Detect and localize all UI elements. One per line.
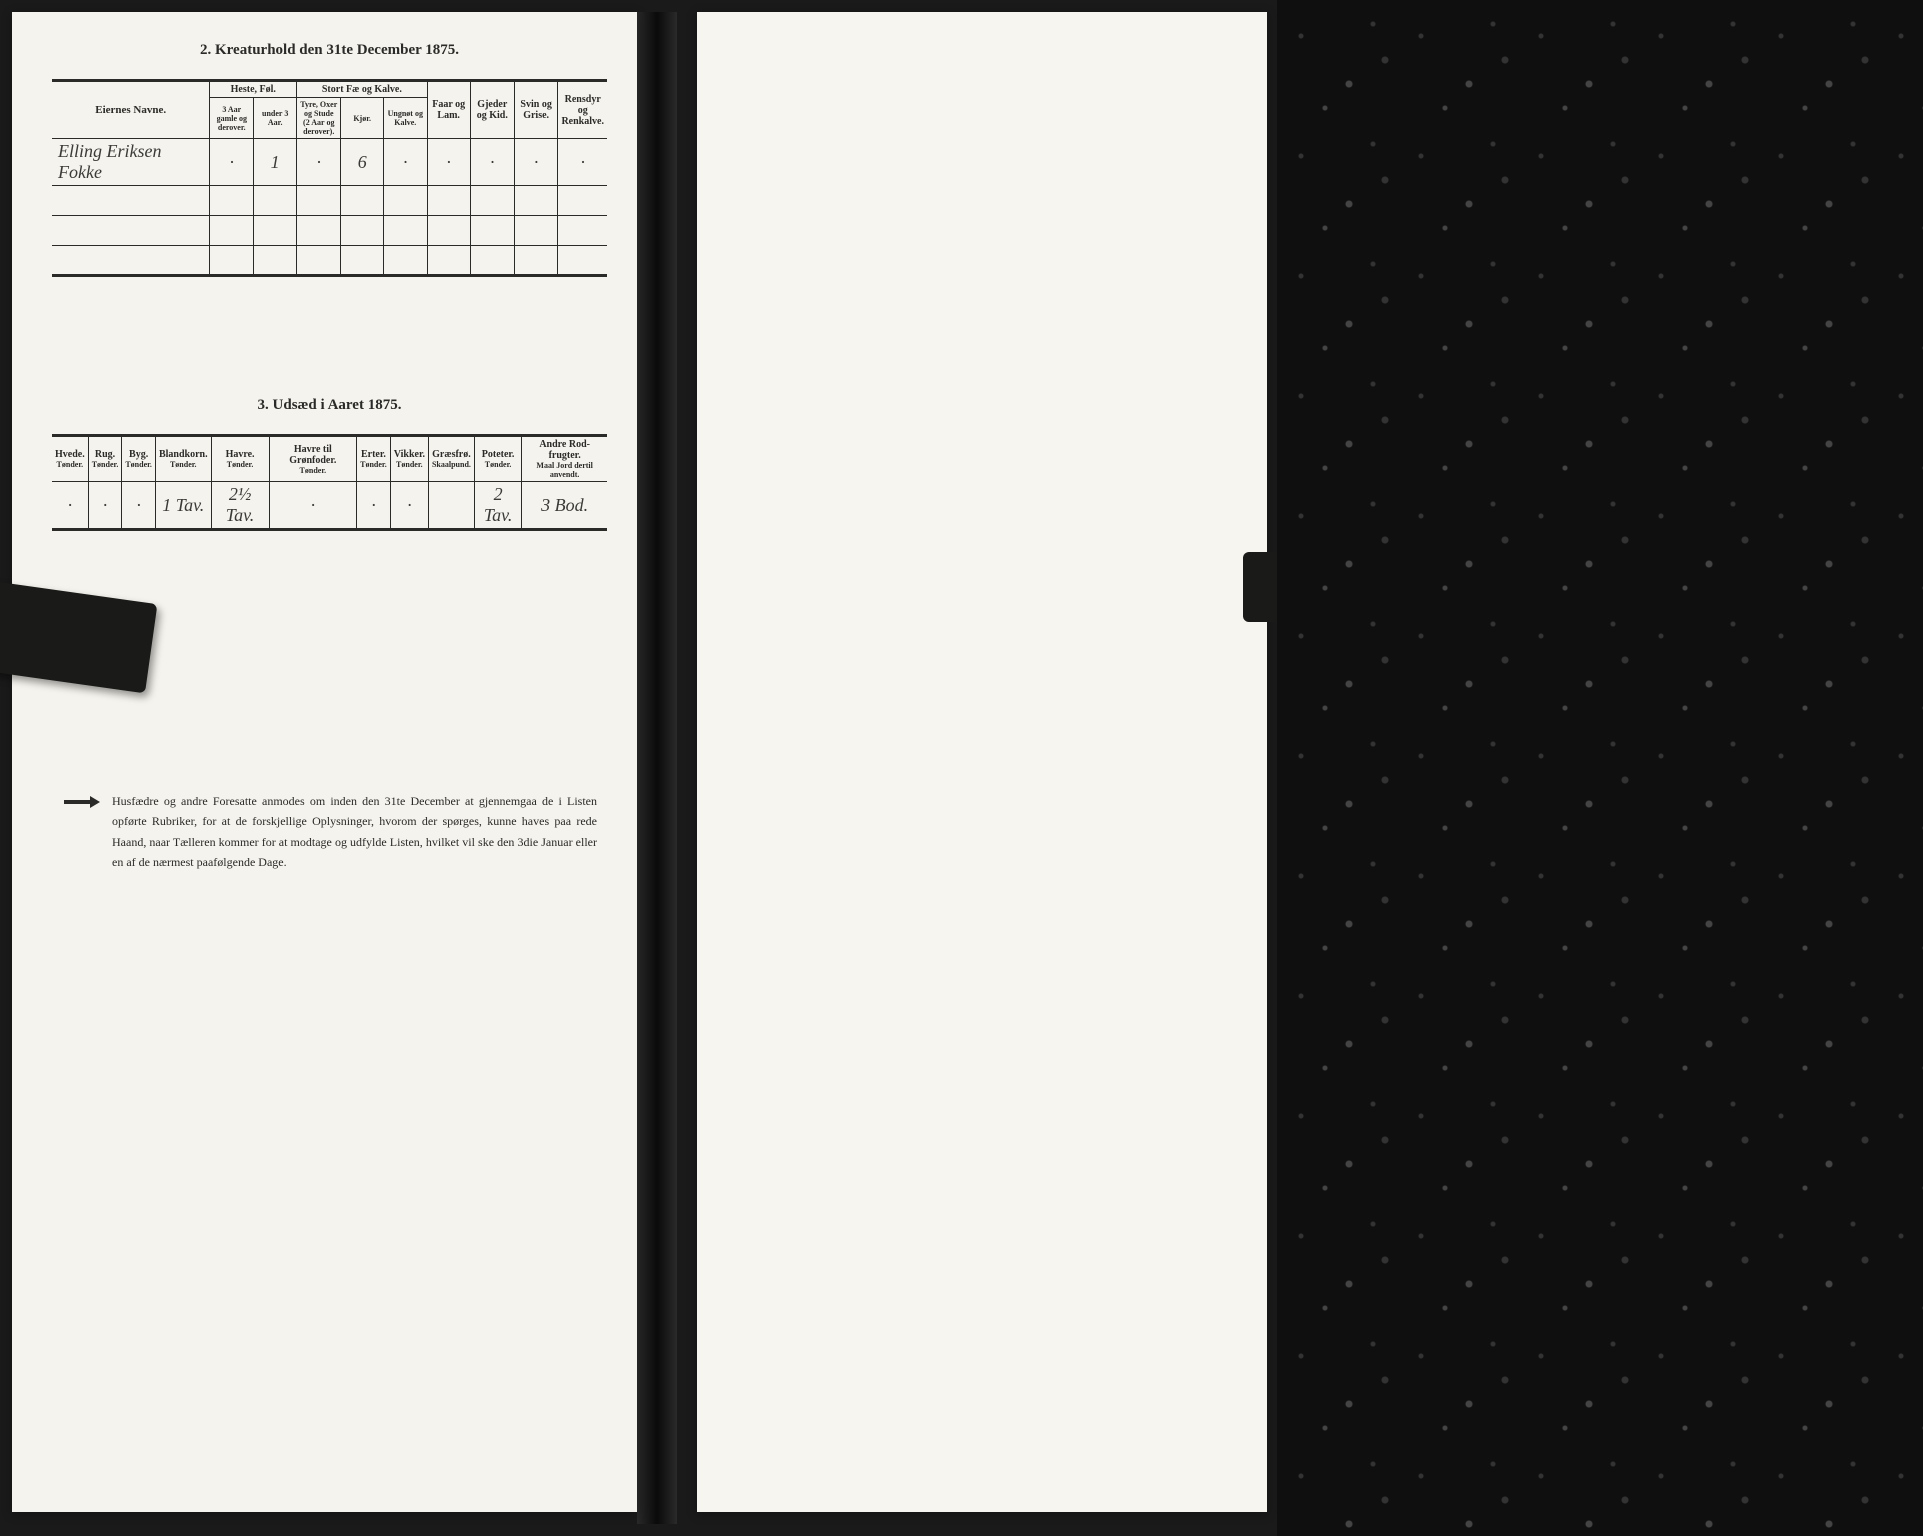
col-sf-sub3: Ungnøt og Kalve. xyxy=(387,109,424,127)
cell-faar: · xyxy=(427,139,470,186)
footnote-text: Husfædre og andre Foresatte anmodes om i… xyxy=(112,794,597,869)
col-hvede: Hvede.Tønder. xyxy=(52,436,88,482)
col-svin: Svin og Grise. xyxy=(514,81,558,139)
col-poteter: Poteter.Tønder. xyxy=(474,436,521,482)
book-edge xyxy=(1277,0,1923,1536)
edge-texture xyxy=(1277,0,1923,1536)
col-storfae: Stort Fæ og Kalve. xyxy=(297,81,427,98)
col-heste-sub2: under 3 Aar. xyxy=(257,109,293,127)
cell-gjeder: · xyxy=(470,139,514,186)
col-sf-sub1: Tyre, Oxer og Stude (2 Aar og derover). xyxy=(300,100,337,136)
cell-erter: · xyxy=(357,482,391,530)
col-rug: Rug.Tønder. xyxy=(88,436,122,482)
table-row: Elling Eriksen Fokke · 1 · 6 · · · · · xyxy=(52,139,607,186)
col-heste-sub1: 3 Aar gamle og derover. xyxy=(213,105,250,132)
footnote: Husfædre og andre Foresatte anmodes om i… xyxy=(52,791,607,873)
cell-heste2: 1 xyxy=(254,139,297,186)
col-rensdyr: Rensdyr og Renkalve. xyxy=(558,81,607,139)
cell-graesfro xyxy=(428,482,474,530)
cell-havre-gron: · xyxy=(269,482,357,530)
cell-name: Elling Eriksen Fokke xyxy=(52,139,210,186)
section1-title: 2. Kreaturhold den 31te December 1875. xyxy=(52,42,607,59)
col-vikker: Vikker.Tønder. xyxy=(390,436,428,482)
cell-rensdyr: · xyxy=(558,139,607,186)
table-row-empty xyxy=(52,216,607,246)
cell-sf3: · xyxy=(384,139,428,186)
cell-svin: · xyxy=(514,139,558,186)
cell-sf1: · xyxy=(297,139,341,186)
table-row: · · · 1 Tav. 2½ Tav. · · · 2 Tav. 3 Bod. xyxy=(52,482,607,530)
col-sf-sub2: Kjør. xyxy=(344,114,380,123)
book-spread: 2. Kreaturhold den 31te December 1875. E… xyxy=(0,0,1923,1536)
cell-blandkorn: 1 Tav. xyxy=(155,482,211,530)
col-faar: Faar og Lam. xyxy=(427,81,470,139)
col-heste: Heste, Føl. xyxy=(210,81,297,98)
col-havre: Havre.Tønder. xyxy=(211,436,269,482)
col-gjeder: Gjeder og Kid. xyxy=(470,81,514,139)
kreaturhold-table: Eiernes Navne. Heste, Føl. Stort Fæ og K… xyxy=(52,79,607,277)
cell-havre: 2½ Tav. xyxy=(211,482,269,530)
col-erter: Erter.Tønder. xyxy=(357,436,391,482)
right-page xyxy=(697,12,1267,1512)
cell-vikker: · xyxy=(390,482,428,530)
section2: 3. Udsæd i Aaret 1875. Hvede.Tønder. Rug… xyxy=(52,397,607,531)
pointing-hand-icon xyxy=(62,793,102,811)
col-havre-gron: Havre til Grønfoder.Tønder. xyxy=(269,436,357,482)
col-graesfro: Græsfrø.Skaalpund. xyxy=(428,436,474,482)
cell-hvede: · xyxy=(52,482,88,530)
cell-sf2: 6 xyxy=(341,139,384,186)
col-eier: Eiernes Navne. xyxy=(52,81,210,139)
binder-clip xyxy=(0,581,157,694)
cell-poteter: 2 Tav. xyxy=(474,482,521,530)
section2-title: 3. Udsæd i Aaret 1875. xyxy=(52,397,607,414)
col-blandkorn: Blandkorn.Tønder. xyxy=(155,436,211,482)
udsaed-table: Hvede.Tønder. Rug.Tønder. Byg.Tønder. Bl… xyxy=(52,434,607,531)
table-row-empty xyxy=(52,186,607,216)
col-byg: Byg.Tønder. xyxy=(122,436,156,482)
col-andre: Andre Rod-frugter.Maal Jord dertil anven… xyxy=(522,436,607,482)
cell-rug: · xyxy=(88,482,122,530)
cell-andre: 3 Bod. xyxy=(522,482,607,530)
book-binding xyxy=(637,12,677,1524)
left-page: 2. Kreaturhold den 31te December 1875. E… xyxy=(12,12,637,1512)
table-row-empty xyxy=(52,246,607,276)
cell-heste1: · xyxy=(210,139,254,186)
cell-byg: · xyxy=(122,482,156,530)
